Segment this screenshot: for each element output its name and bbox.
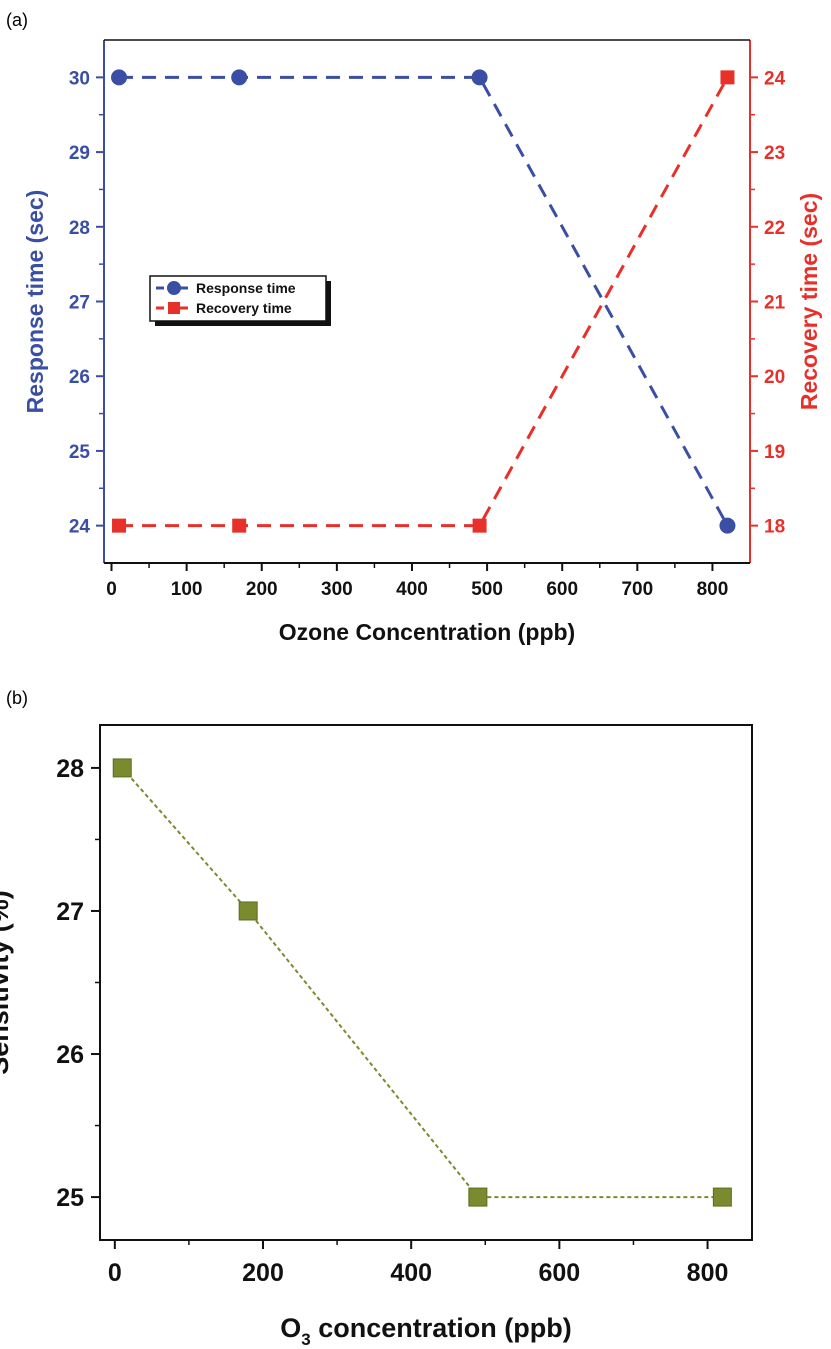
y-tick-label-left: 29 <box>69 143 90 164</box>
panel-a-label: (a) <box>6 10 28 30</box>
x-tick-label: 0 <box>108 1259 122 1287</box>
point-response-time <box>111 69 128 86</box>
x-axis-title: O3 concentration (ppb) <box>280 1313 571 1349</box>
point-recovery-time <box>232 518 247 533</box>
y-tick-label-left: 28 <box>69 218 90 239</box>
point-sensitivity <box>238 901 258 921</box>
y-tick-label-right: 18 <box>764 517 785 538</box>
point-sensitivity <box>712 1187 732 1207</box>
x-axis-title: Ozone Concentration (ppb) <box>279 619 575 645</box>
y-tick-label-right: 21 <box>764 293 786 314</box>
y-tick-label-left: 25 <box>69 442 91 463</box>
legend-marker-recovery-time <box>168 302 180 314</box>
y-axis-title: Sensitivity (%) <box>0 890 14 1075</box>
y-tick-label: 25 <box>56 1184 84 1212</box>
point-sensitivity <box>112 758 132 778</box>
x-tick-label: 400 <box>396 579 428 600</box>
y-tick-label-right: 19 <box>764 442 785 463</box>
series-line-response-time <box>119 75 729 527</box>
legend-label-response-time: Response time <box>196 280 296 296</box>
y-tick-label-right: 20 <box>764 367 785 388</box>
y-tick-label-left: 24 <box>69 517 91 538</box>
y-tick-label-left: 30 <box>69 68 90 89</box>
y-tick-label: 28 <box>56 755 84 783</box>
x-tick-label: 100 <box>171 579 203 600</box>
legend-label-recovery-time: Recovery time <box>196 300 292 316</box>
x-tick-label: 300 <box>321 579 353 600</box>
y-tick-label-right: 24 <box>764 68 786 89</box>
point-sensitivity <box>468 1187 488 1207</box>
x-axis-title-subscript: 3 <box>301 1330 310 1349</box>
chart-b: 0 200 400 600 800 25 26 27 28 O3 concentration (p… <box>0 724 753 1349</box>
y-axis-title-right: Recovery time (sec) <box>796 193 822 410</box>
x-tick-label: 200 <box>242 1259 284 1287</box>
point-response-time <box>719 517 736 534</box>
x-axis-title-main: O <box>280 1313 301 1343</box>
point-response-time <box>471 69 488 86</box>
legend-marker-response-time <box>167 281 181 295</box>
panel-b-label: (b) <box>6 688 28 708</box>
point-recovery-time <box>720 70 735 85</box>
chart-a: 0 100 200 300 400 500 600 700 800 24 25 26 27 28 29 30 1… <box>22 39 822 645</box>
x-tick-label: 600 <box>546 579 578 600</box>
x-tick-label: 700 <box>621 579 653 600</box>
series-line-sensitivity <box>121 767 723 1199</box>
x-tick-label: 0 <box>106 579 117 600</box>
point-response-time <box>231 69 248 86</box>
x-tick-label: 800 <box>697 579 729 600</box>
point-recovery-time <box>112 518 127 533</box>
y-tick-label-left: 26 <box>69 367 90 388</box>
y-tick-label: 27 <box>56 898 84 926</box>
x-tick-label: 400 <box>390 1259 432 1287</box>
x-axis-title-rest: concentration (ppb) <box>311 1313 572 1343</box>
y-tick-label-right: 22 <box>764 218 785 239</box>
plot-frame <box>99 724 753 1241</box>
y-tick-label-right: 23 <box>764 143 785 164</box>
series-line-recovery-time <box>119 76 729 528</box>
x-tick-label: 600 <box>539 1259 581 1287</box>
y-axis-title-left: Response time (sec) <box>22 190 48 414</box>
y-tick-label-left: 27 <box>69 293 90 314</box>
point-recovery-time <box>472 518 487 533</box>
y-tick-label: 26 <box>56 1041 84 1069</box>
x-tick-label: 800 <box>687 1259 729 1287</box>
x-tick-label: 500 <box>471 579 503 600</box>
x-tick-label: 200 <box>246 579 278 600</box>
